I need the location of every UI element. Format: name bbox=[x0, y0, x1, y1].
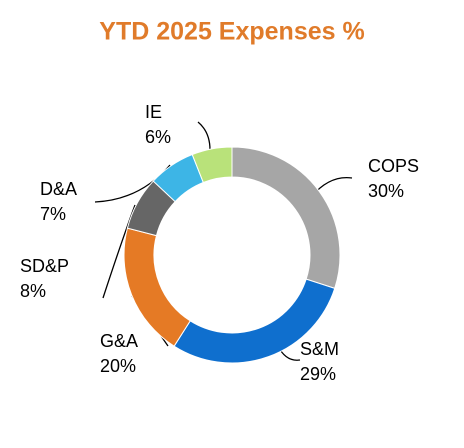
category-label: COPS bbox=[368, 156, 419, 176]
category-label: SD&P bbox=[20, 256, 69, 276]
category-label: S&M bbox=[300, 339, 339, 359]
leader-line bbox=[197, 121, 211, 151]
donut-segment bbox=[191, 146, 233, 184]
value-label: 7% bbox=[40, 204, 66, 224]
category-label: G&A bbox=[100, 331, 138, 351]
value-label: 20% bbox=[100, 356, 136, 376]
value-label: 29% bbox=[300, 364, 336, 384]
donut-segment bbox=[123, 227, 191, 347]
value-label: 6% bbox=[145, 127, 171, 147]
chart-title: YTD 2025 Expenses % bbox=[99, 18, 364, 46]
category-label: IE bbox=[145, 102, 162, 122]
value-label: 8% bbox=[20, 281, 46, 301]
category-label: D&A bbox=[40, 179, 77, 199]
donut-segment bbox=[231, 146, 341, 290]
value-label: 30% bbox=[368, 181, 404, 201]
